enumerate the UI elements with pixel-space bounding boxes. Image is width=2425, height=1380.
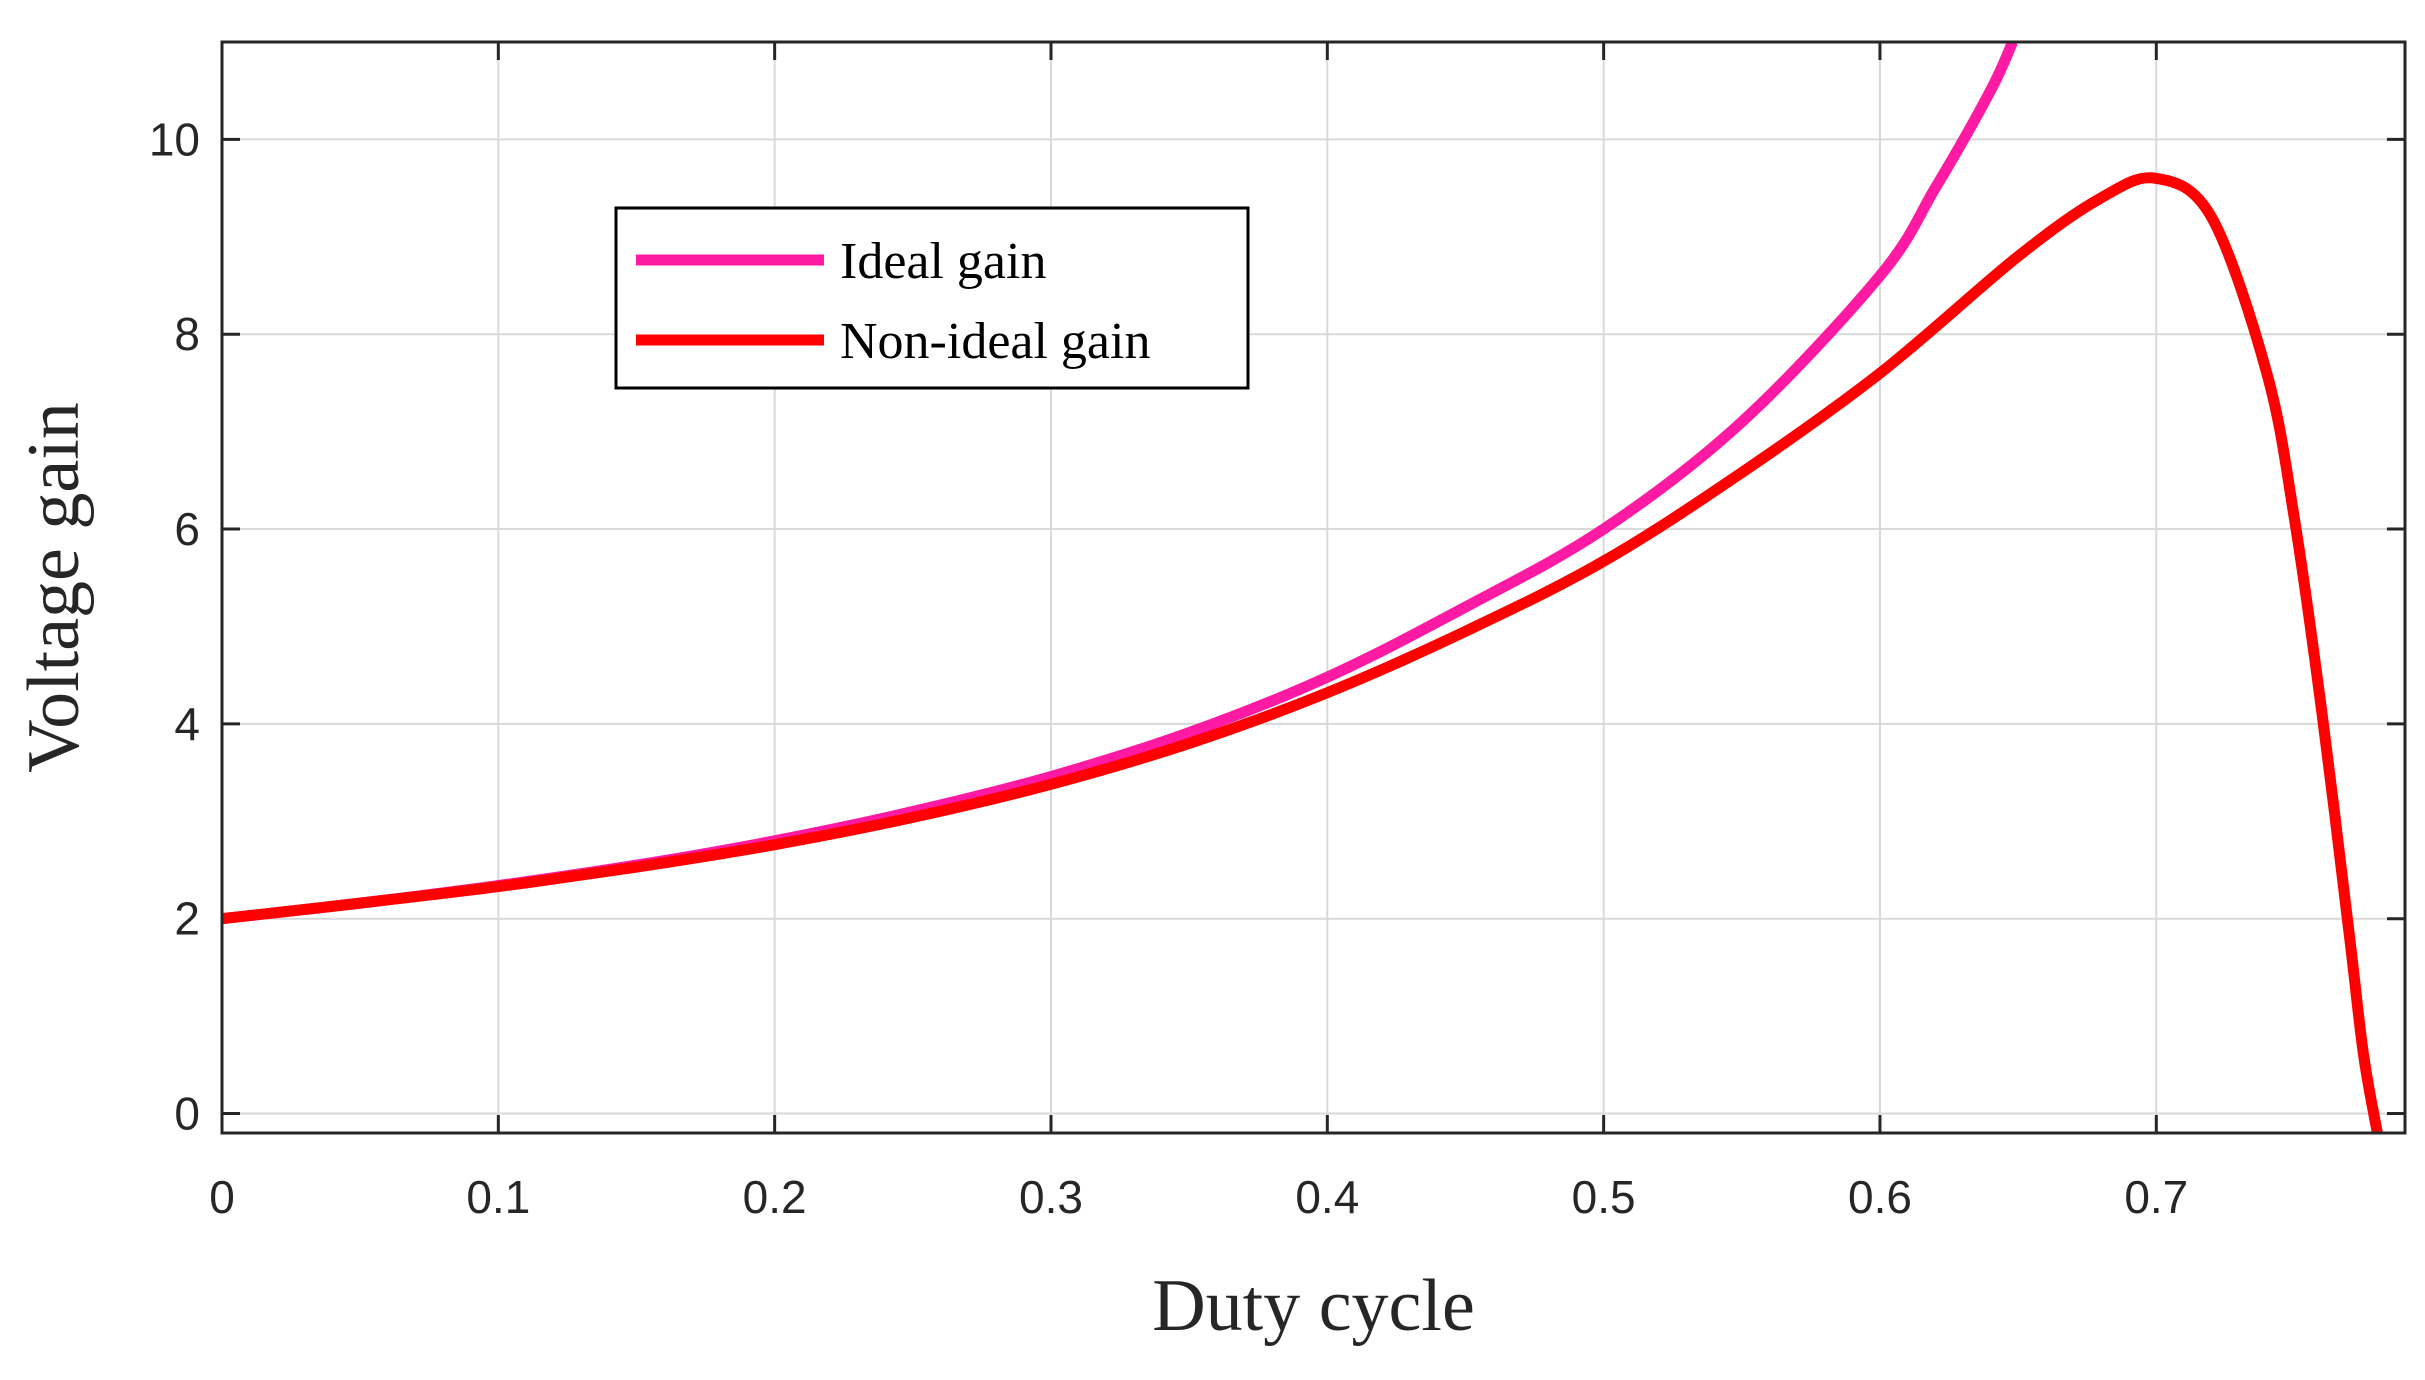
y-tick-label: 10 <box>149 113 200 165</box>
y-tick-label: 8 <box>174 308 200 360</box>
x-tick-label: 0.4 <box>1295 1171 1359 1223</box>
x-axis-title: Duty cycle <box>1152 1265 1475 1347</box>
x-tick-label: 0.3 <box>1019 1171 1083 1223</box>
x-tick-label: 0.1 <box>466 1171 530 1223</box>
x-tick-label: 0.6 <box>1848 1171 1912 1223</box>
y-tick-label: 2 <box>174 893 200 945</box>
plot-area-frame <box>220 40 2407 1135</box>
x-tick-label: 0.7 <box>2124 1171 2188 1223</box>
y-tick-labels: 0 2 4 6 8 10 <box>149 113 200 1139</box>
legend-label-ideal-gain: Ideal gain <box>840 233 1046 290</box>
legend-box <box>614 206 1250 390</box>
y-tick-label: 0 <box>174 1088 200 1140</box>
legend-label-non-ideal-gain: Non-ideal gain <box>840 313 1150 370</box>
x-tick-label: 0.5 <box>1572 1171 1636 1223</box>
series-line-non-ideal-gain <box>222 172 2383 1133</box>
y-tick-label: 6 <box>174 503 200 555</box>
legend: Ideal gain Non-ideal gain <box>614 206 1250 390</box>
x-tick-label: 0 <box>209 1171 235 1223</box>
x-tick-labels: 0 0.1 0.2 0.3 0.4 0.5 0.6 0.7 <box>209 1171 2188 1223</box>
series-lines <box>222 42 2383 1133</box>
x-tick-label: 0.2 <box>743 1171 807 1223</box>
y-tick-label: 4 <box>174 698 200 750</box>
y-axis-title: Voltage gain <box>13 402 95 773</box>
